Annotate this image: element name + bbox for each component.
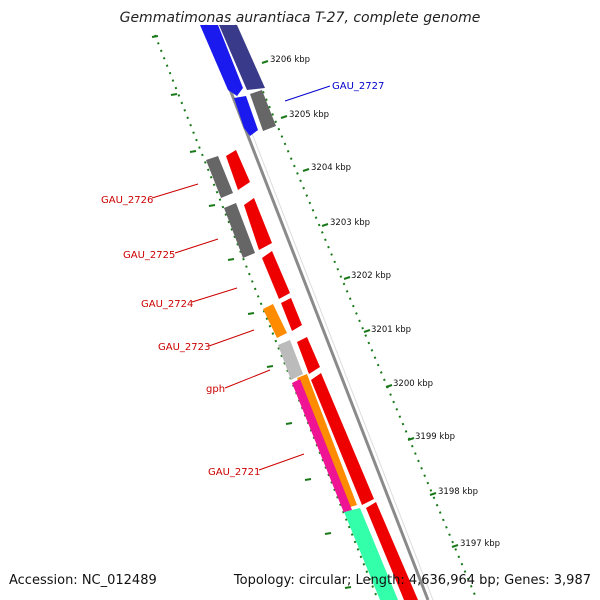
- gene-label[interactable]: GAU_2727: [332, 81, 384, 92]
- map-title: Gemmatimonas aurantiaca T-27, complete g…: [119, 10, 481, 26]
- gene-feature[interactable]: [200, 25, 243, 96]
- ruler-ticks: [151, 35, 459, 589]
- ruler-label: 3205 kbp: [289, 110, 329, 120]
- gene-feature[interactable]: [262, 251, 290, 299]
- gene-feature[interactable]: [224, 203, 255, 258]
- gene-feature[interactable]: [278, 340, 303, 380]
- gene-feature[interactable]: [226, 150, 250, 190]
- ruler-label: 3206 kbp: [270, 55, 310, 65]
- gene-feature[interactable]: [234, 96, 258, 136]
- gene-label[interactable]: GAU_2726: [101, 195, 153, 206]
- gene-feature[interactable]: [366, 502, 418, 600]
- gene-feature[interactable]: [244, 198, 272, 250]
- ruler-label: 3200 kbp: [393, 379, 433, 389]
- gene-label[interactable]: GAU_2725: [123, 250, 175, 261]
- gene-feature[interactable]: [297, 374, 357, 508]
- gene-feature[interactable]: [219, 25, 265, 90]
- accession-text: Accession: NC_012489: [9, 573, 157, 588]
- gene-feature[interactable]: [311, 373, 374, 505]
- gene-feature[interactable]: [297, 337, 320, 374]
- gene-label[interactable]: GAU_2724: [141, 299, 193, 310]
- ruler-label: 3197 kbp: [460, 539, 500, 549]
- gene-feature[interactable]: [292, 379, 352, 513]
- gene-features: [200, 25, 418, 600]
- ruler-label: 3199 kbp: [415, 432, 455, 442]
- gene-labels: GAU_2727 GAU_2726 GAU_2725 GAU_2724 GAU_…: [101, 81, 384, 478]
- ruler-label: 3201 kbp: [371, 325, 411, 335]
- ruler-label: 3203 kbp: [330, 218, 370, 228]
- gene-feature[interactable]: [263, 304, 287, 338]
- ruler-label: 3204 kbp: [311, 163, 351, 173]
- gene-feature[interactable]: [344, 508, 398, 600]
- gene-label[interactable]: GAU_2723: [158, 342, 210, 353]
- gene-label[interactable]: GAU_2721: [208, 467, 260, 478]
- gene-label[interactable]: gph: [206, 384, 225, 395]
- genome-summary-text: Topology: circular; Length: 4,636,964 bp…: [233, 573, 591, 588]
- gene-feature[interactable]: [281, 298, 302, 331]
- gene-feature[interactable]: [206, 156, 233, 198]
- ruler-labels: 3206 kbp 3205 kbp 3204 kbp 3203 kbp 3202…: [270, 55, 500, 549]
- gene-feature[interactable]: [250, 90, 276, 131]
- ruler-label: 3198 kbp: [438, 487, 478, 497]
- ruler-label: 3202 kbp: [351, 271, 391, 281]
- label-leaders: [151, 85, 331, 471]
